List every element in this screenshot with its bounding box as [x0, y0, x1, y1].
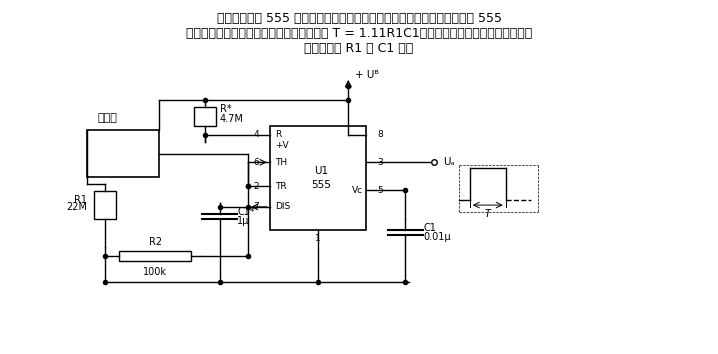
- Text: 8: 8: [377, 130, 383, 139]
- Text: C1: C1: [424, 223, 437, 233]
- Text: R1: R1: [74, 195, 87, 205]
- Text: TR: TR: [275, 182, 287, 191]
- Bar: [94, 191, 116, 219]
- Text: 5: 5: [377, 186, 383, 195]
- Bar: [87, 130, 159, 177]
- Text: TH: TH: [275, 158, 287, 167]
- Text: 1: 1: [315, 234, 321, 243]
- Text: 6: 6: [253, 158, 259, 167]
- Text: Vᴄ: Vᴄ: [351, 186, 363, 195]
- Text: 2: 2: [253, 182, 259, 191]
- Text: 100k: 100k: [143, 267, 167, 276]
- Bar: [195, 107, 216, 126]
- Text: Uₐ: Uₐ: [444, 157, 455, 167]
- Text: 22M: 22M: [66, 202, 87, 212]
- Text: R2: R2: [149, 237, 162, 247]
- Bar: [269, 126, 366, 230]
- Text: 4: 4: [253, 130, 259, 139]
- Text: + Uᴮ: + Uᴮ: [355, 70, 379, 80]
- Text: 3: 3: [377, 158, 383, 167]
- Text: 接触面: 接触面: [98, 113, 117, 122]
- Text: U1: U1: [314, 166, 329, 176]
- Bar: [119, 251, 191, 261]
- Text: 所示电路采用 555 集成电路构成单稳态多谐振荡器。当手指接触接触面时 555
电路翻转，输出变为高电平。脉宽持续时间 T = 1.11R1C1。为使此时间大于: 所示电路采用 555 集成电路构成单稳态多谐振荡器。当手指接触接触面时 555 …: [186, 12, 532, 55]
- Text: R: R: [275, 130, 281, 139]
- Text: T: T: [485, 209, 490, 219]
- Text: R*: R*: [220, 103, 231, 114]
- Text: 4.7M: 4.7M: [220, 114, 243, 124]
- Text: 1μ: 1μ: [238, 216, 250, 226]
- Text: C1*: C1*: [238, 207, 255, 217]
- Text: DIS: DIS: [275, 202, 291, 211]
- Text: 7: 7: [253, 202, 259, 211]
- Text: 0.01μ: 0.01μ: [424, 232, 451, 242]
- Text: +V: +V: [275, 141, 289, 150]
- Text: 555: 555: [312, 180, 332, 190]
